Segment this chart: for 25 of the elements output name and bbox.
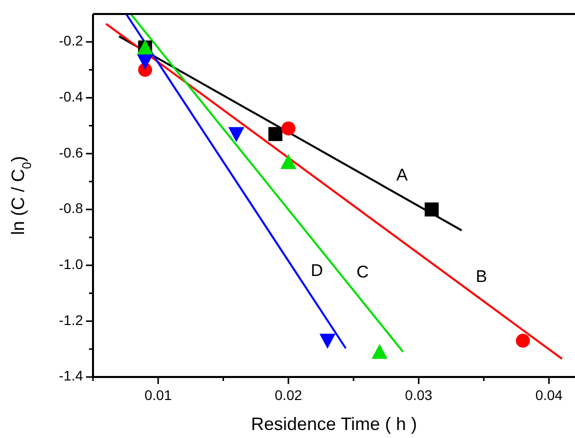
series-label: C [356,262,369,282]
series-label: A [396,165,408,184]
point [280,154,296,169]
point [228,127,244,142]
point [424,202,439,216]
point [137,54,154,70]
x-axis-title: Residence Time ( h ) [250,414,418,434]
point [268,127,282,142]
point [281,121,296,136]
x-tick-label: 0.03 [405,387,433,403]
series-label: B [476,266,488,286]
series-label: D [310,260,324,280]
point [372,344,388,359]
point [319,334,336,349]
x-tick-label: 0.01 [144,387,172,403]
y-tick-label: -1.4 [58,368,84,384]
y-tick-label: -0.2 [58,32,84,49]
y-tick-label: -1.0 [58,256,84,272]
x-tick-label: 0.02 [274,387,302,403]
y-tick-label: -1.2 [58,312,84,328]
point [516,334,530,348]
y-tick-label: -0.6 [58,144,84,160]
x-tick-label: 0.04 [535,387,563,403]
y-tick-label: -0.4 [58,88,84,104]
y-tick-label: -0.8 [58,200,84,216]
